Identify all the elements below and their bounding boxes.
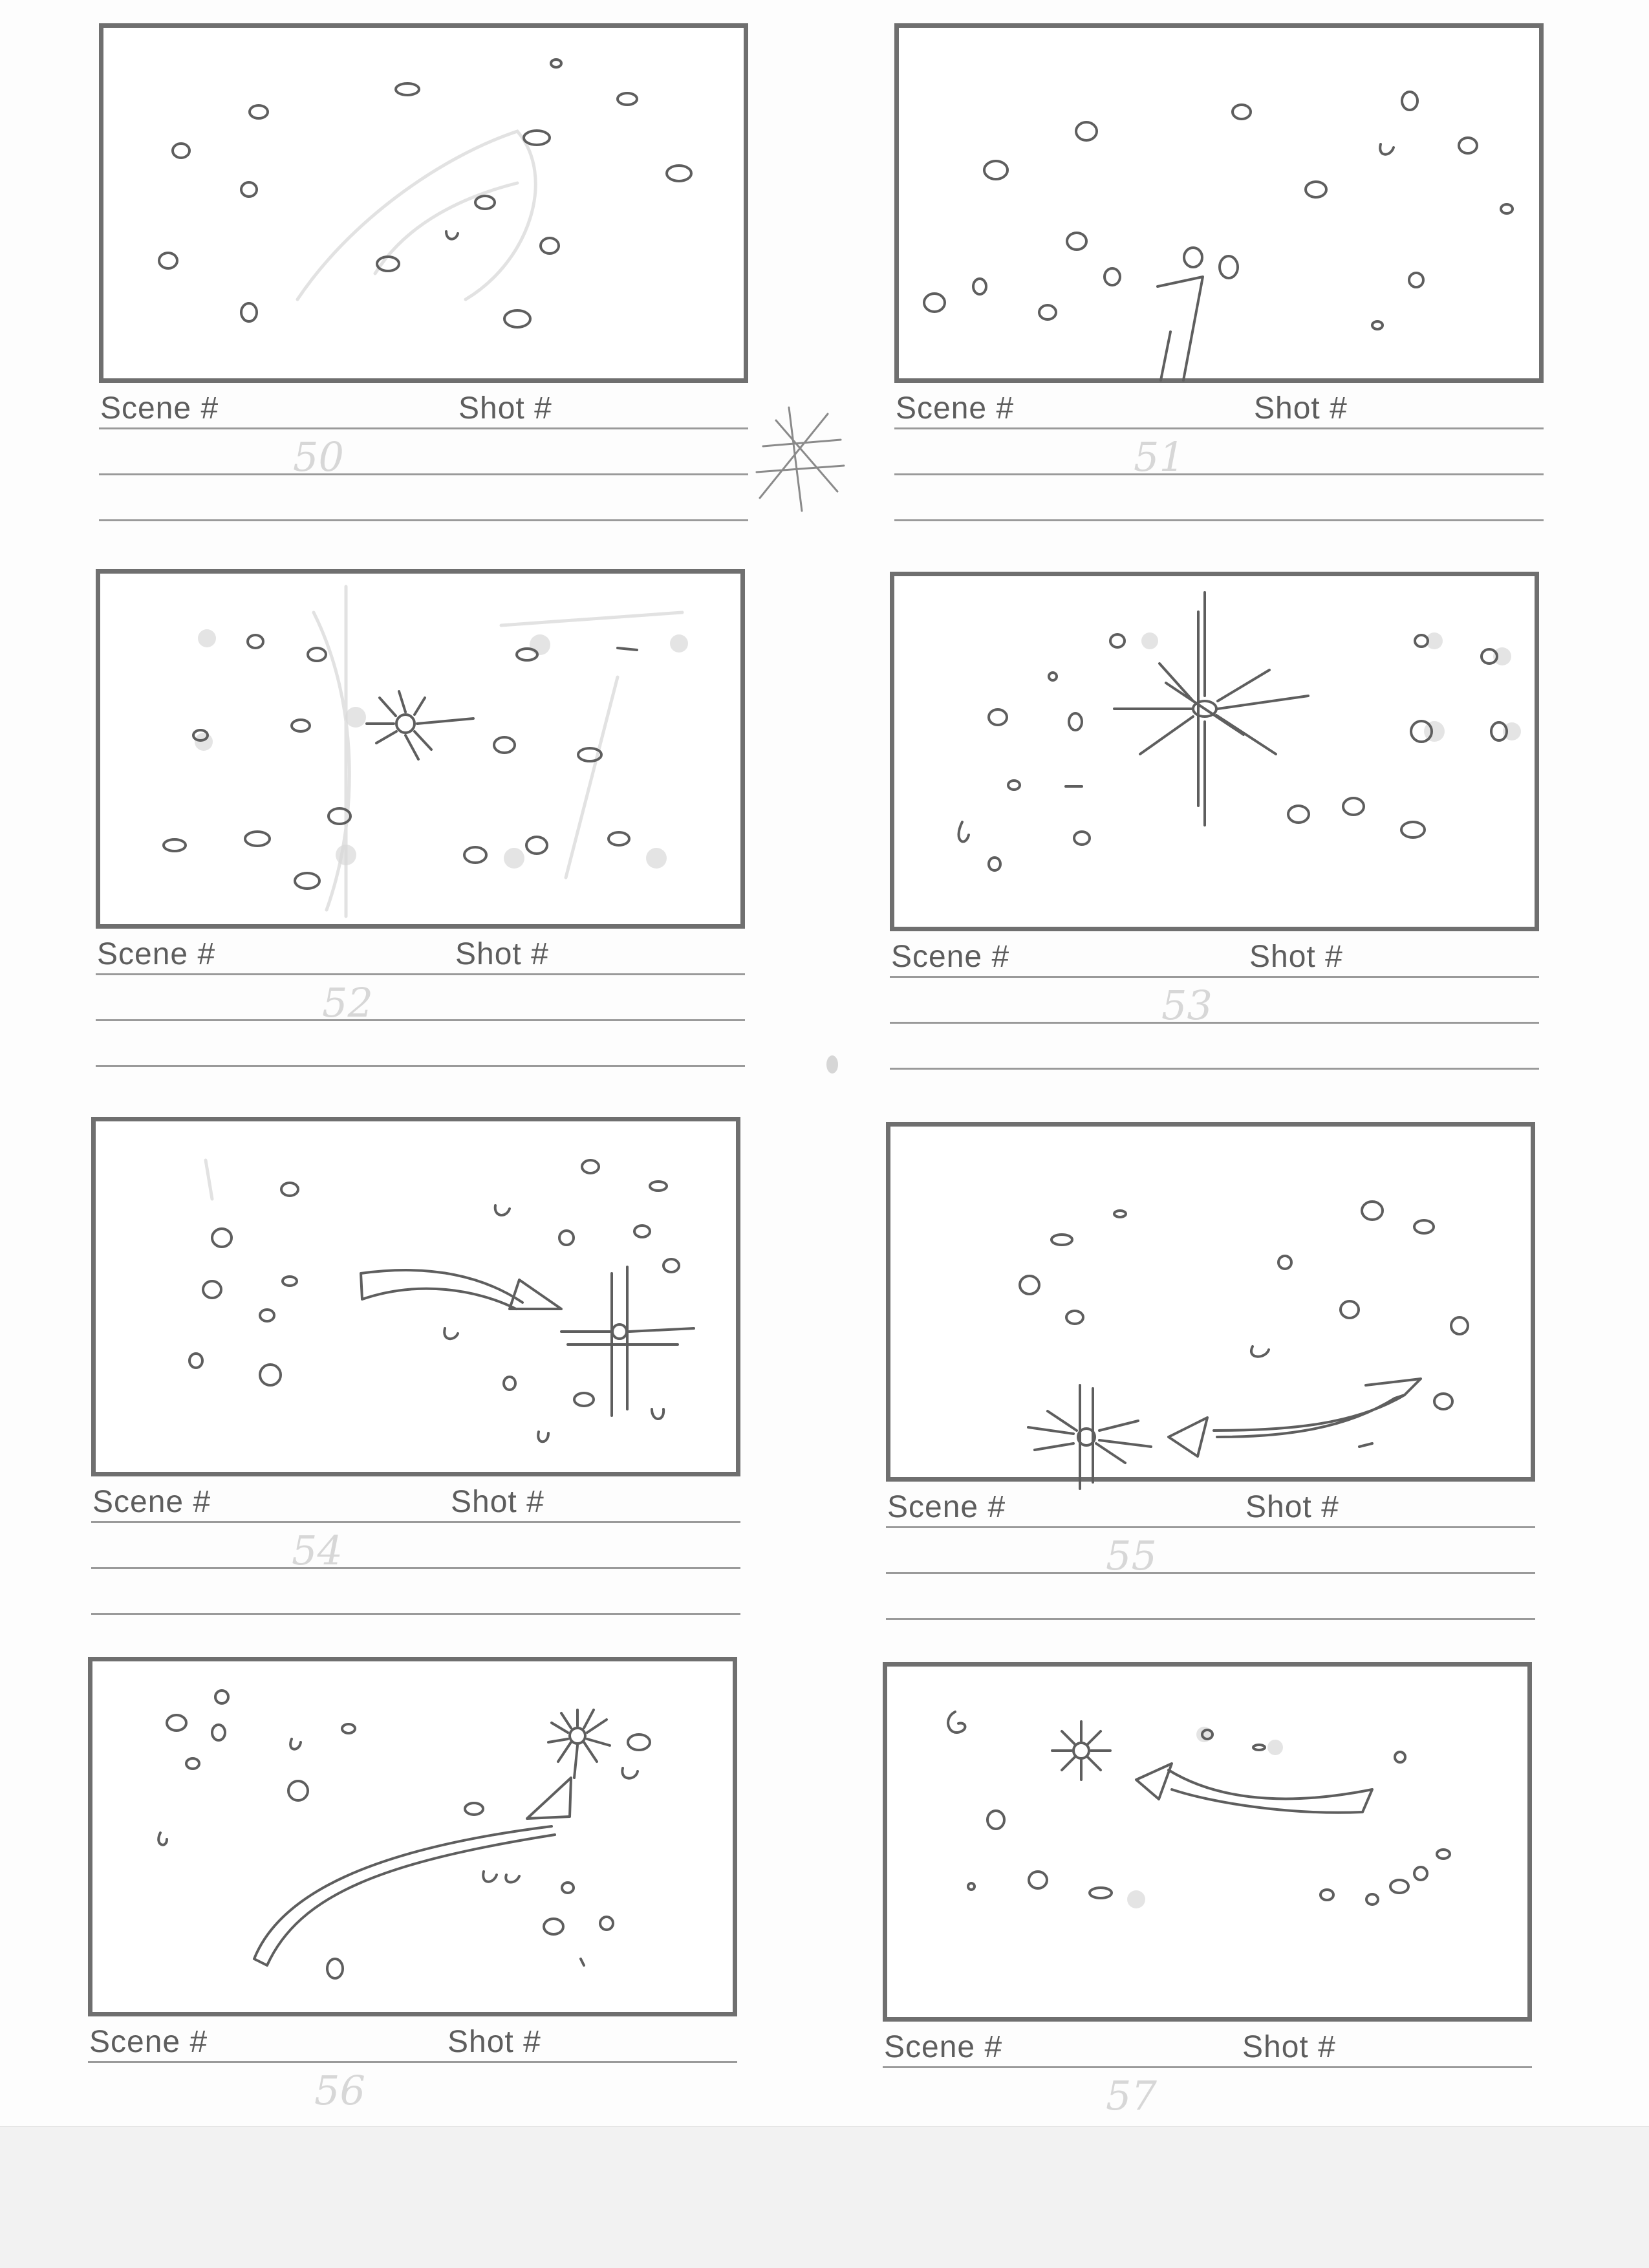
sketch-star-arrow <box>188 1158 695 1443</box>
writing-line <box>886 1618 1535 1620</box>
scene-number-label: Scene # <box>896 391 1015 426</box>
panel-number: 52 <box>322 979 373 1026</box>
writing-line <box>99 519 748 521</box>
sketch-stars-drifting <box>158 58 693 329</box>
panel-frame <box>96 569 745 929</box>
panel-number: 56 <box>314 2067 365 2114</box>
scene-number-label: Scene # <box>92 1485 211 1519</box>
writing-line <box>88 2061 737 2063</box>
writing-line <box>883 2066 1532 2068</box>
shot-number-label: Shot # <box>451 1485 544 1519</box>
panel-frame <box>894 23 1544 383</box>
writing-line <box>886 1526 1535 1528</box>
shot-number-label: Shot # <box>458 391 552 426</box>
panel-number: 51 <box>1134 433 1185 481</box>
panel-number: 57 <box>1106 2072 1157 2119</box>
panel-frame <box>88 1657 737 2016</box>
writing-line <box>91 1613 740 1615</box>
writing-line <box>894 473 1544 475</box>
panel-number: 53 <box>1161 982 1212 1029</box>
writing-line <box>890 1068 1539 1070</box>
writing-line <box>894 427 1544 429</box>
panel-number: 54 <box>292 1527 343 1574</box>
writing-line <box>99 427 748 429</box>
sketch-star-arc <box>157 1689 651 1980</box>
sketch-star-burst <box>162 585 688 918</box>
sketch-bright-star <box>957 591 1521 872</box>
scene-number-label: Scene # <box>887 1490 1006 1524</box>
writing-line <box>890 1022 1539 1024</box>
pencil-smudge <box>826 1055 838 1074</box>
scene-number-label: Scene # <box>100 391 219 426</box>
panel-number: 50 <box>293 433 344 481</box>
panel-frame <box>91 1117 740 1476</box>
writing-line <box>99 473 748 475</box>
shot-number-label: Shot # <box>1242 2030 1336 2064</box>
panel-frame <box>886 1122 1535 1490</box>
writing-line <box>91 1567 740 1569</box>
writing-line <box>894 519 1544 521</box>
scene-number-label: Scene # <box>884 2030 1003 2064</box>
writing-line <box>96 1065 745 1067</box>
sketch-star-arrow-left <box>1018 1200 1469 1490</box>
scene-number-label: Scene # <box>89 2025 208 2059</box>
shot-number-label: Shot # <box>1245 1490 1339 1524</box>
writing-line <box>91 1521 740 1523</box>
scene-number-label: Scene # <box>97 937 216 971</box>
writing-line <box>890 976 1539 978</box>
sketch-star-swoop <box>947 1711 1451 1908</box>
writing-line <box>96 973 745 975</box>
panel-frame <box>890 572 1539 931</box>
writing-line <box>96 1019 745 1021</box>
writing-line <box>886 1572 1535 1574</box>
panel-number: 55 <box>1106 1532 1157 1579</box>
sketch-rising-star <box>923 91 1514 382</box>
shot-number-label: Shot # <box>447 2025 541 2059</box>
panel-frame <box>99 23 748 383</box>
shot-number-label: Shot # <box>1249 940 1343 974</box>
shot-number-label: Shot # <box>1254 391 1348 426</box>
shot-number-label: Shot # <box>455 937 549 971</box>
scene-number-label: Scene # <box>891 940 1010 974</box>
storyboard-sheet: Scene # Shot # 50 Scene # Shot # <box>0 0 1649 2127</box>
star-doodle <box>755 406 845 512</box>
panel-frame <box>883 1662 1532 2022</box>
